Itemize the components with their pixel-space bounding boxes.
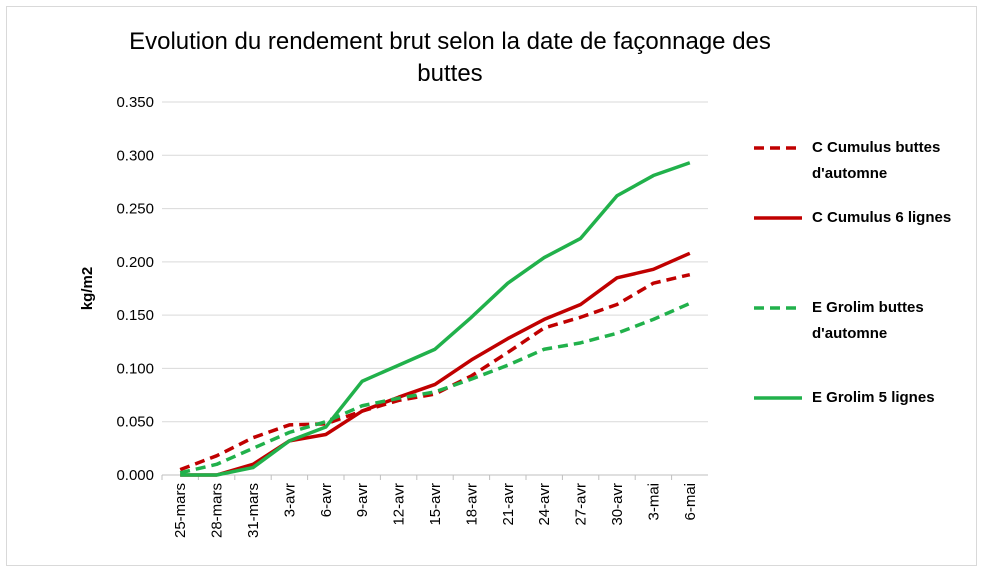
x-tick-label: 30-avr xyxy=(609,483,626,526)
y-tick-label: 0.100 xyxy=(116,360,154,377)
series-line xyxy=(179,272,691,472)
series-line xyxy=(180,251,691,477)
chart-title: Evolution du rendement brut selon la dat… xyxy=(129,28,771,87)
x-tick-label: 15-avr xyxy=(427,483,444,526)
y-tick-label: 0.350 xyxy=(116,94,154,111)
y-axis-label: kg/m2 xyxy=(79,267,96,310)
legend-label: C Cumulus 6 lignes xyxy=(812,209,952,226)
chart-frame xyxy=(6,6,977,566)
legend-swatch xyxy=(754,306,802,310)
x-tick-label: 6-mai xyxy=(682,483,699,521)
x-tick-label: 6-avr xyxy=(318,483,335,517)
y-tick-label: 0.250 xyxy=(116,201,154,218)
legend-swatch xyxy=(754,216,802,220)
x-tick-label: 27-avr xyxy=(573,483,590,526)
legend-swatch xyxy=(754,396,802,400)
y-tick-label: 0.150 xyxy=(116,307,154,324)
x-tick-label: 12-avr xyxy=(391,483,408,526)
x-tick-label: 18-avr xyxy=(463,483,480,526)
legend-item: C Cumulus 6 lignes xyxy=(752,205,972,231)
legend-label: E Grolim 5 lignes xyxy=(812,389,935,406)
x-tick-label: 25-mars xyxy=(172,483,189,538)
legend-swatch xyxy=(754,146,802,150)
legend-label: E Grolim buttes d'automne xyxy=(812,299,924,342)
series-line xyxy=(180,161,691,477)
y-tick-label: 0.300 xyxy=(116,147,154,164)
y-tick-label: 0.050 xyxy=(116,414,154,431)
legend-label: C Cumulus buttes d'automne xyxy=(812,139,941,182)
y-tick-label: 0.200 xyxy=(116,254,154,271)
y-tick-label: 0.000 xyxy=(116,467,154,484)
x-tick-label: 3-mai xyxy=(645,483,662,521)
series-line xyxy=(179,301,691,475)
legend-item: C Cumulus buttes d'automne xyxy=(752,135,972,187)
x-tick-label: 3-avr xyxy=(281,483,298,517)
x-tick-label: 31-mars xyxy=(245,483,262,538)
x-tick-label: 9-avr xyxy=(354,483,371,517)
x-tick-label: 28-mars xyxy=(209,483,226,538)
x-tick-label: 24-avr xyxy=(536,483,553,526)
legend-item: E Grolim 5 lignes xyxy=(752,385,972,411)
x-tick-label: 21-avr xyxy=(500,483,517,526)
legend-item: E Grolim buttes d'automne xyxy=(752,295,972,347)
